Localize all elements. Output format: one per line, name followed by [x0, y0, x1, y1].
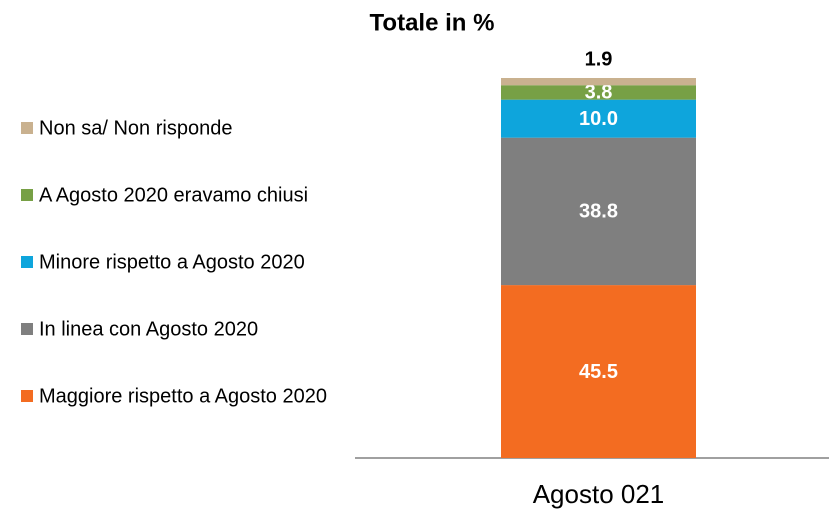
data-label: 45.5	[579, 361, 618, 383]
legend-label: In linea con Agosto 2020	[39, 318, 258, 340]
data-label: 38.8	[579, 201, 618, 223]
legend-swatch	[21, 256, 33, 268]
legend-swatch	[21, 189, 33, 201]
legend-label: Non sa/ Non risponde	[39, 117, 232, 139]
x-tick-label: Agosto 021	[533, 479, 665, 509]
chart-title: Totale in %	[370, 9, 495, 36]
legend-swatch	[21, 390, 33, 402]
bar-segment	[501, 137, 696, 286]
legend-label: Minore rispetto a Agosto 2020	[39, 251, 305, 273]
legend-label: A Agosto 2020 eravamo chiusi	[39, 184, 308, 206]
legend-swatch	[21, 323, 33, 335]
bar-segment	[501, 285, 696, 458]
legend-label: Maggiore rispetto a Agosto 2020	[39, 385, 327, 407]
bar-segment	[501, 99, 696, 138]
bar-segment	[501, 85, 696, 100]
data-label: 3.8	[585, 82, 613, 104]
data-label: 10.0	[579, 108, 618, 130]
legend-swatch	[21, 122, 33, 134]
bar-segment	[501, 78, 696, 86]
data-label: 1.9	[585, 48, 613, 70]
